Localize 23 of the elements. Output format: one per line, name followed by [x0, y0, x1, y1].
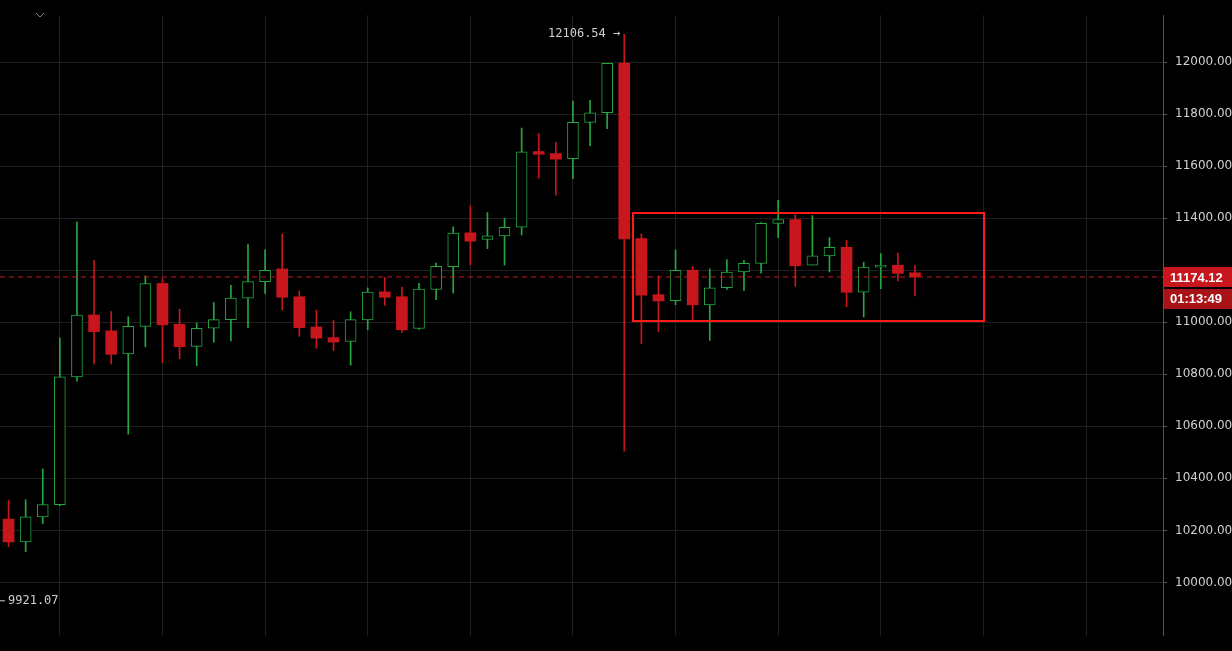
- candlestick: [772, 199, 785, 239]
- y-tick-label: 12000.00: [1175, 54, 1232, 69]
- candlestick: [874, 253, 887, 290]
- annotation: 9921.07: [8, 592, 59, 607]
- ref-line-label: 11174.12: [1170, 269, 1223, 285]
- y-tick-label: 10800.00: [1175, 366, 1232, 381]
- annotation: 12106.54 →: [548, 26, 621, 41]
- candlestick: [207, 302, 220, 343]
- y-tick-label: 10200.00: [1175, 522, 1232, 537]
- candlestick: [242, 244, 254, 329]
- y-tick-label: 11600.00: [1175, 158, 1232, 173]
- candlestick: [532, 133, 545, 179]
- y-tick-label: 10000.00: [1175, 574, 1232, 589]
- y-tick-label: 11800.00: [1175, 106, 1232, 121]
- candlestick: [550, 141, 562, 196]
- y-tick-label: 11400.00: [1175, 210, 1232, 225]
- text: 01:13:49: [1170, 290, 1223, 306]
- candlestick: [36, 468, 49, 524]
- y-tick-label: 10400.00: [1175, 470, 1232, 485]
- y-tick-label: 10600.00: [1175, 418, 1232, 433]
- candlestick: [122, 316, 135, 435]
- y-tick-label: 11000.00: [1175, 314, 1232, 329]
- candlestick: [584, 99, 596, 146]
